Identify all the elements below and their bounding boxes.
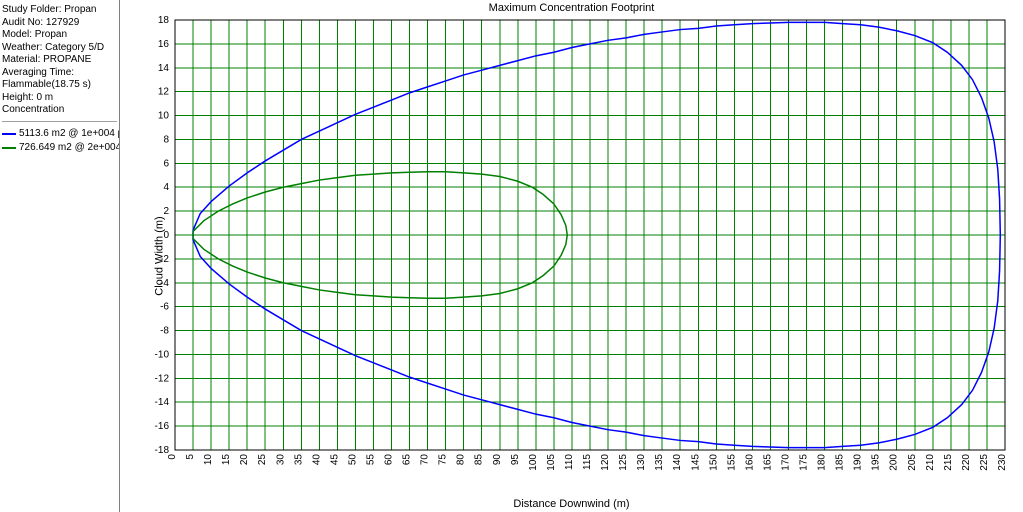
svg-text:65: 65 [402, 454, 413, 466]
info-line: Material: PROPANE [2, 54, 117, 67]
info-line: Averaging Time: [2, 67, 117, 80]
svg-text:175: 175 [799, 454, 810, 471]
svg-text:12: 12 [158, 87, 170, 98]
svg-text:15: 15 [221, 454, 232, 466]
svg-text:-10: -10 [155, 349, 170, 360]
svg-text:165: 165 [762, 454, 773, 471]
svg-text:-18: -18 [155, 445, 170, 456]
app-root: Study Folder: PropanAudit No: 127929Mode… [0, 0, 1023, 512]
svg-text:190: 190 [853, 454, 864, 471]
svg-text:110: 110 [564, 454, 575, 470]
legend-label: 5113.6 m2 @ 1e+004 ppm [19, 128, 120, 141]
svg-text:100: 100 [528, 454, 539, 471]
info-line: Weather: Category 5/D [2, 42, 117, 55]
svg-text:40: 40 [311, 454, 322, 466]
svg-text:230: 230 [997, 454, 1008, 471]
svg-text:-8: -8 [160, 326, 169, 337]
svg-text:10: 10 [203, 454, 214, 466]
svg-text:-2: -2 [160, 254, 169, 265]
svg-text:55: 55 [365, 454, 376, 466]
info-panel: Study Folder: PropanAudit No: 127929Mode… [0, 0, 120, 512]
svg-text:-14: -14 [155, 397, 170, 408]
svg-text:170: 170 [780, 454, 791, 471]
svg-text:45: 45 [329, 454, 340, 466]
svg-text:130: 130 [636, 454, 647, 471]
legend-entry: 5113.6 m2 @ 1e+004 ppm [2, 128, 117, 141]
legend-swatch [2, 133, 16, 135]
svg-text:80: 80 [456, 454, 467, 466]
svg-text:90: 90 [492, 454, 503, 466]
legend-label: 726.649 m2 @ 2e+004 ppm [19, 142, 120, 155]
svg-text:145: 145 [690, 454, 701, 471]
info-line: Model: Propan [2, 29, 117, 42]
svg-text:85: 85 [474, 454, 485, 466]
svg-text:-4: -4 [160, 278, 169, 289]
svg-text:16: 16 [158, 39, 170, 50]
svg-text:-6: -6 [160, 302, 169, 313]
chart-area: Maximum Concentration Footprint Cloud Wi… [120, 0, 1023, 512]
study-info: Study Folder: PropanAudit No: 127929Mode… [2, 4, 117, 117]
svg-text:14: 14 [158, 63, 170, 74]
info-line: Audit No: 127929 [2, 17, 117, 30]
svg-text:75: 75 [438, 454, 449, 466]
info-line: Flammable(18.75 s) [2, 79, 117, 92]
svg-text:195: 195 [871, 454, 882, 471]
svg-text:0: 0 [163, 230, 169, 241]
info-line: Concentration [2, 104, 117, 117]
svg-text:60: 60 [384, 454, 395, 466]
svg-text:140: 140 [672, 454, 683, 471]
svg-text:200: 200 [889, 454, 900, 471]
svg-text:5: 5 [185, 454, 196, 460]
legend-entry: 726.649 m2 @ 2e+004 ppm [2, 142, 117, 155]
svg-text:120: 120 [600, 454, 611, 471]
svg-text:215: 215 [943, 454, 954, 471]
plot-svg: 0 5 10 15 20 25 30 35 40 45 50 55 60 65 70 75 80 85 90 95 10… [120, 0, 1023, 512]
info-line: Height: 0 m [2, 92, 117, 105]
svg-text:210: 210 [925, 454, 936, 471]
svg-text:155: 155 [726, 454, 737, 471]
svg-text:225: 225 [979, 454, 990, 471]
svg-text:115: 115 [582, 454, 593, 470]
svg-text:30: 30 [275, 454, 286, 466]
svg-text:95: 95 [510, 454, 521, 466]
svg-text:8: 8 [163, 134, 169, 145]
svg-text:70: 70 [420, 454, 431, 466]
svg-text:220: 220 [961, 454, 972, 471]
svg-text:135: 135 [654, 454, 665, 471]
info-line: Study Folder: Propan [2, 4, 117, 17]
svg-text:205: 205 [907, 454, 918, 471]
svg-text:50: 50 [347, 454, 358, 466]
svg-text:125: 125 [618, 454, 629, 471]
svg-text:160: 160 [744, 454, 755, 471]
legend: 5113.6 m2 @ 1e+004 ppm726.649 m2 @ 2e+00… [2, 128, 117, 155]
svg-text:150: 150 [708, 454, 719, 471]
svg-text:-12: -12 [155, 373, 170, 384]
svg-text:185: 185 [835, 454, 846, 471]
svg-text:10: 10 [158, 111, 170, 122]
svg-text:105: 105 [546, 454, 557, 471]
legend-swatch [2, 147, 16, 149]
svg-text:6: 6 [163, 158, 169, 169]
svg-text:35: 35 [293, 454, 304, 466]
svg-text:25: 25 [257, 454, 268, 466]
svg-text:4: 4 [163, 182, 169, 193]
svg-text:2: 2 [163, 206, 169, 217]
x-axis-label: Distance Downwind (m) [120, 498, 1023, 510]
svg-text:18: 18 [158, 15, 170, 26]
svg-text:-16: -16 [155, 421, 170, 432]
divider [2, 121, 117, 122]
svg-text:20: 20 [239, 454, 250, 466]
svg-text:180: 180 [817, 454, 828, 471]
